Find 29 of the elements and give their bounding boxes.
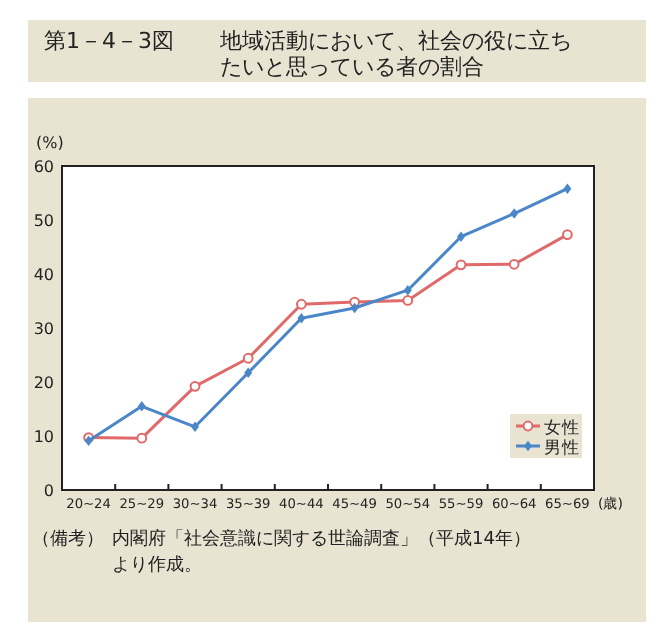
y-axis-title: (%)	[36, 134, 64, 152]
point	[137, 401, 146, 412]
y-tick-label: 60	[33, 158, 54, 176]
point	[296, 298, 307, 310]
legend-label: 男性	[544, 437, 580, 459]
point	[297, 313, 306, 324]
point	[455, 259, 467, 271]
y-tick-label: 10	[33, 428, 54, 446]
legend-label: 女性	[544, 417, 580, 439]
point	[510, 208, 519, 219]
point	[457, 231, 465, 242]
point	[189, 380, 201, 392]
point	[244, 367, 253, 379]
text: （備考）内閣府「社会意識に関する世論調査」（平成14年）より作成。	[32, 528, 531, 576]
point	[508, 258, 520, 270]
point	[402, 295, 414, 306]
point	[563, 183, 572, 194]
y-tick-label: 0	[43, 482, 54, 500]
y-tick-label: 40	[33, 266, 54, 284]
y-tick-label: 30	[33, 320, 54, 338]
point	[350, 302, 359, 314]
y-tick-label: 50	[33, 212, 54, 230]
point	[562, 229, 573, 240]
chart-title: 第1－4－3図	[44, 28, 174, 54]
chart-subtitle: 地域活動において、社会の役に立ちたいと思っている者の割合	[218, 28, 572, 80]
point	[136, 432, 148, 444]
point	[403, 285, 412, 296]
point	[242, 352, 254, 364]
y-tick-label: 20	[33, 374, 54, 392]
